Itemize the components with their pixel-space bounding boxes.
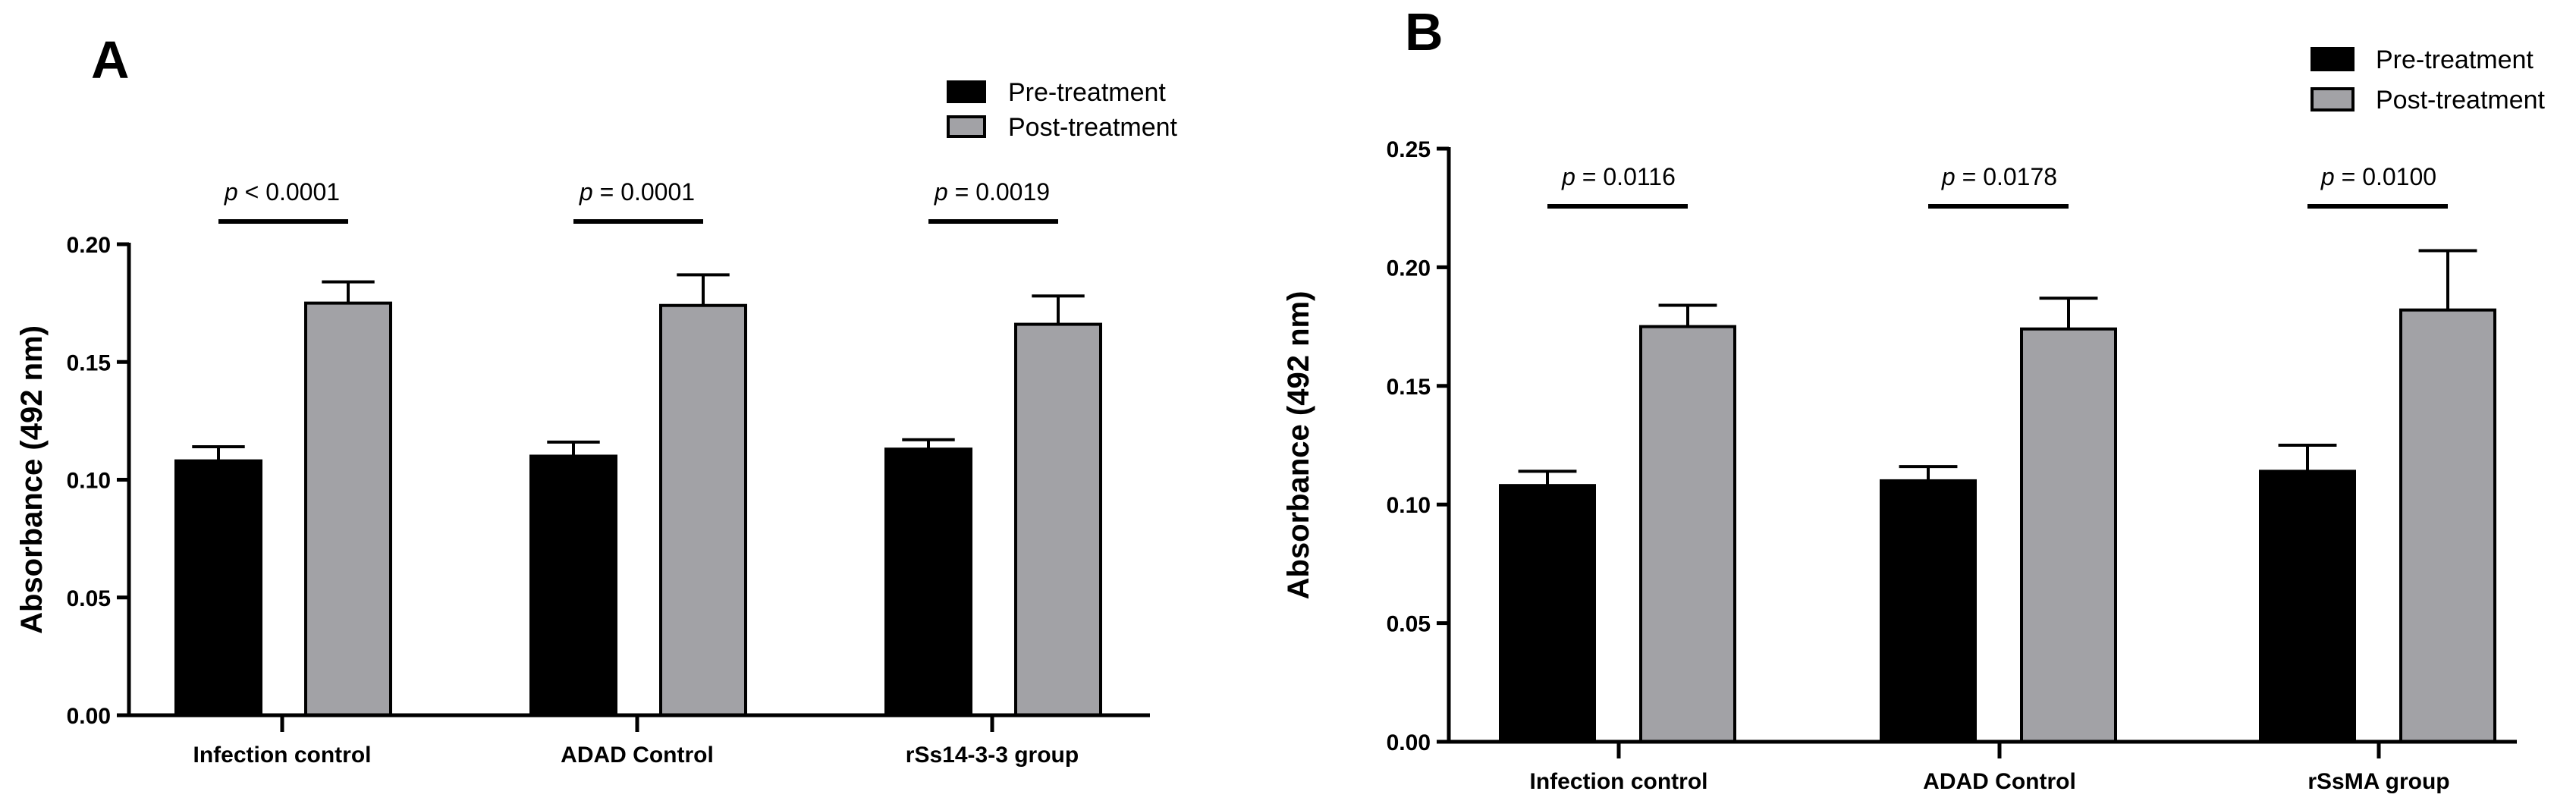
p-value-text: = 0.0178 [1956,163,2057,190]
y-tick-label: 0.20 [67,233,111,258]
legend-swatch [2311,87,2355,111]
x-tick-label: ADAD Control [1923,769,2076,794]
y-tick-label: 0.00 [67,704,111,729]
p-value-text: < 0.0001 [238,178,340,206]
p-value-label: p < 0.0001 [224,178,340,206]
p-symbol: p [224,178,238,206]
p-value-label: p = 0.0178 [1941,163,2057,190]
bar [1499,484,1596,744]
x-tick-label: ADAD Control [561,743,714,768]
y-tick-label: 0.10 [67,469,111,494]
x-tick-label: rSs14-3-3 group [906,743,1079,768]
bar [2259,469,2356,744]
y-tick-label: 0.15 [67,350,111,375]
legend-swatch [947,80,986,103]
y-axis-label: Absorbance (492 nm) [15,325,49,634]
bar [174,459,262,717]
chart-panel-b: B Absorbance (492 nm) 0.00 0.05 0.10 0.15 0.20… [1282,2,2546,794]
p-symbol: p [2320,163,2335,190]
panel-letter: A [91,30,130,89]
p-value-label: p = 0.0100 [2320,163,2436,190]
bar [884,447,972,717]
y-tick-label: 0.05 [1387,612,1431,637]
legend: Pre-treatment Post-treatment [2311,46,2546,115]
legend: Pre-treatment Post-treatment [947,78,1178,142]
p-value-text: = 0.0001 [593,178,695,206]
panel-letter: B [1405,2,1444,61]
p-value-text: = 0.0116 [1575,163,1676,190]
y-tick-label: 0.25 [1387,137,1431,162]
p-symbol: p [579,178,593,206]
y-axis-label: Absorbance (492 nm) [1282,291,1315,600]
y-tick-label: 0.20 [1387,256,1431,281]
p-value-text: = 0.0100 [2335,163,2436,190]
y-tick-label: 0.10 [1387,493,1431,518]
bar [659,303,747,718]
bar [1014,322,1102,717]
p-symbol: p [1941,163,1956,190]
bar [1880,479,1977,743]
x-tick-label: rSsMA group [2307,769,2449,794]
bar [1639,325,1736,744]
p-symbol: p [1561,163,1575,190]
bar [2020,327,2117,743]
p-symbol: p [934,178,948,206]
bar [2399,308,2496,744]
chart-panel-a: A Absorbance (492 nm) 0.00 0.05 0.10 0.15 0.20… [15,30,1178,768]
bar [304,301,392,717]
y-tick-label: 0.00 [1387,730,1431,755]
legend-label: Post-treatment [2376,86,2546,115]
y-tick-label: 0.05 [67,586,111,611]
legend-label: Pre-treatment [1008,78,1166,107]
legend-swatch [947,115,986,138]
p-value-label: p = 0.0019 [934,178,1050,206]
p-value-text: = 0.0019 [948,178,1050,206]
x-tick-label: Infection control [193,743,372,768]
legend-label: Pre-treatment [2376,46,2534,74]
y-tick-label: 0.15 [1387,375,1431,400]
legend-swatch [2311,47,2355,71]
x-tick-label: Infection control [1530,769,1708,794]
bar [529,454,617,717]
p-value-label: p = 0.0116 [1561,163,1676,190]
legend-label: Post-treatment [1008,113,1178,142]
p-value-label: p = 0.0001 [579,178,695,206]
